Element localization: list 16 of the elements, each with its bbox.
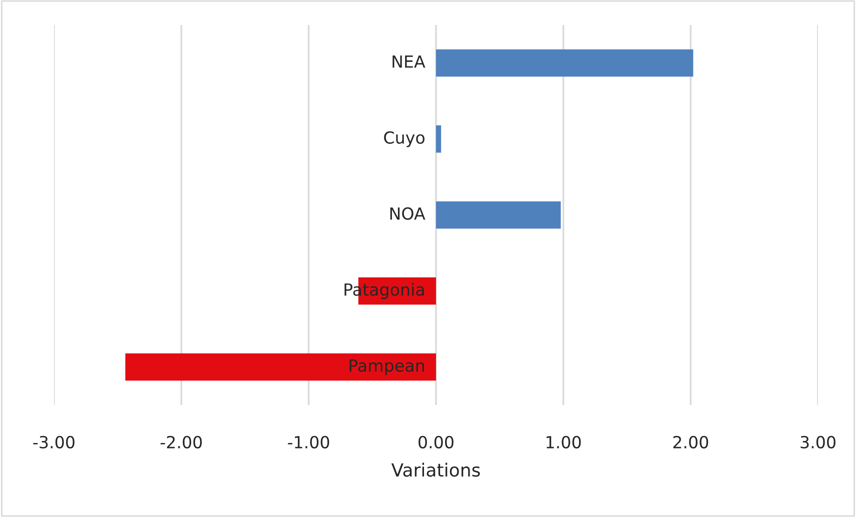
x-tick-label: 1.00 (546, 436, 581, 448)
x-tick-label: 3.00 (800, 436, 836, 448)
x-tick-label: 2.00 (673, 436, 708, 448)
y-tick-label: Pampean (350, 359, 424, 376)
bar (436, 49, 694, 77)
bar (436, 125, 442, 153)
y-tick-label: NEA (392, 55, 426, 68)
x-tick-label: -1.00 (288, 436, 330, 448)
y-tick-label: Cuyo (384, 131, 424, 148)
x-tick-label: -3.00 (33, 436, 74, 448)
bar (436, 201, 561, 229)
bar (125, 353, 436, 381)
x-axis-title: Variations (391, 462, 480, 477)
y-tick-label: NOA (390, 207, 426, 220)
x-tick-label: -2.00 (160, 436, 202, 448)
x-tick-label: 0.00 (418, 436, 454, 448)
